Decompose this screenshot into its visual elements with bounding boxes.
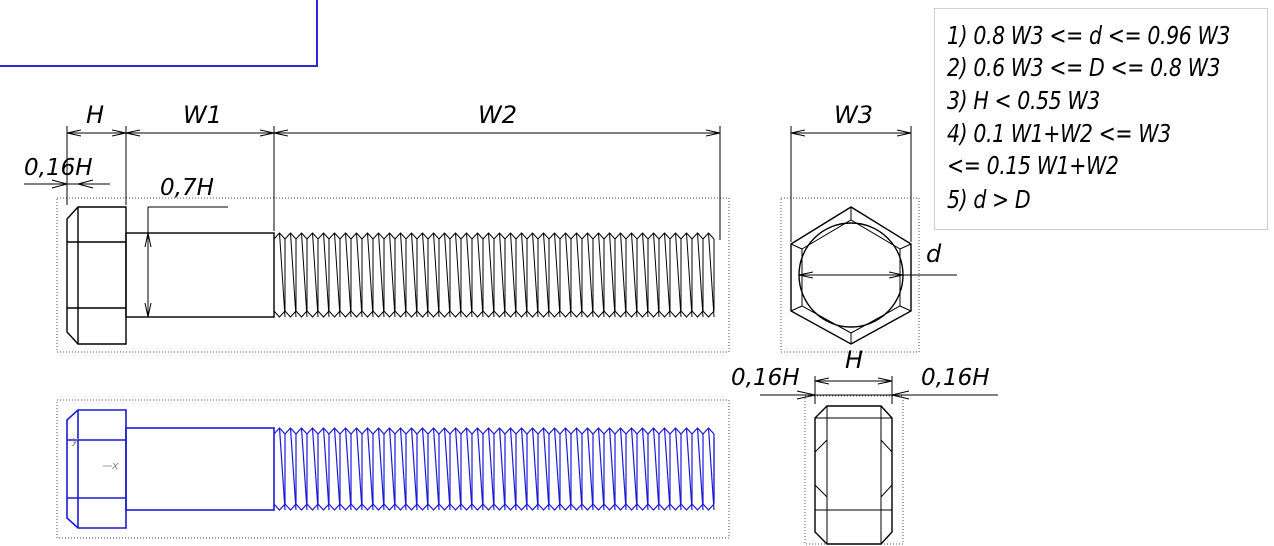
end-view-bounds bbox=[780, 197, 920, 353]
label-W3: W3 bbox=[834, 101, 873, 129]
bolt-head-selected bbox=[66, 409, 127, 529]
bolt-shank-selected bbox=[125, 427, 275, 511]
note-line-1: 1) 0.8 W3 <= d <= 0.96 W3 bbox=[947, 21, 1231, 50]
bolt-shank-side bbox=[125, 232, 275, 318]
note-line-3: 3) H < 0.55 W3 bbox=[947, 86, 1100, 115]
label-W1: W1 bbox=[183, 101, 222, 129]
label-thickness-H: H bbox=[845, 346, 863, 374]
bolt-end-view[interactable]: d W3 bbox=[780, 101, 957, 353]
side-view-bounds bbox=[56, 197, 730, 353]
label-shank: 0,7H bbox=[160, 175, 214, 201]
thread-side bbox=[273, 232, 715, 318]
note-line-4: 4) 0.1 W1+W2 <= W3 bbox=[947, 119, 1171, 148]
label-head-chamfer: 0,16H bbox=[24, 155, 93, 181]
bolt-side-view[interactable]: H W1 W2 0,16H 0,7H bbox=[24, 101, 730, 353]
label-left-chamfer: 0,16H bbox=[731, 365, 800, 391]
label-d: d bbox=[926, 240, 942, 268]
blue-frame-corner bbox=[0, 0, 318, 67]
selected-view-bounds bbox=[56, 399, 730, 539]
label-H: H bbox=[86, 101, 104, 129]
bolt-side-view-selected[interactable]: y x bbox=[56, 399, 730, 539]
axis-label-y: y bbox=[71, 434, 79, 447]
label-W2: W2 bbox=[478, 101, 517, 129]
thread-selected bbox=[273, 427, 715, 511]
note-line-5: <= 0.15 W1+W2 bbox=[947, 151, 1119, 180]
bolt-head-side bbox=[66, 206, 127, 345]
bolt-thickness-view[interactable]: H 0,16H 0,16H bbox=[731, 346, 998, 545]
technical-requirements-note[interactable]: 1) 0.8 W3 <= d <= 0.96 W3 2) 0.6 W3 <= D… bbox=[934, 8, 1268, 230]
label-right-chamfer: 0,16H bbox=[921, 365, 990, 391]
note-line-2: 2) 0.6 W3 <= D <= 0.8 W3 bbox=[947, 53, 1221, 82]
axis-label-x: x bbox=[111, 459, 119, 472]
hex-chamfer bbox=[801, 219, 901, 334]
note-line-6: 5) d > D bbox=[947, 185, 1031, 214]
